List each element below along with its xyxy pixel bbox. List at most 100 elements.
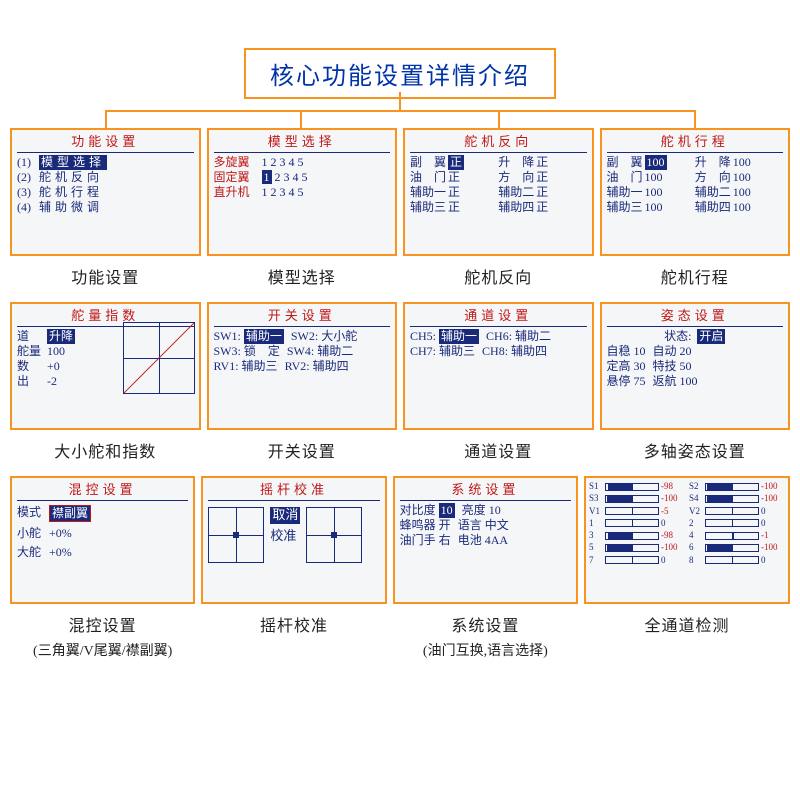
screen-channel[interactable]: 通道设置 CH5:辅助一CH6:辅助二CH7:辅助三CH8:辅助四	[403, 302, 594, 430]
screen-cell-mix: 混控设置 模式襟副翼小舵+0% 大舵+0% 混控设置 (三角翼/V尾翼/襟副翼)	[10, 476, 195, 660]
list-item[interactable]: 辅助三100	[607, 200, 695, 215]
screen-system[interactable]: 系统设置 对比度10亮度10蜂鸣器开语言中文油门手右电池4AA	[393, 476, 578, 604]
list-item[interactable]: 多旋翼1 2 3 4 5	[214, 155, 391, 170]
caption: 全通道检测	[644, 612, 729, 636]
screen-travel[interactable]: 舵机行程 副 翼100油 门100辅助一100辅助三100 升 降100方 向1…	[600, 128, 791, 256]
screen-cell-stick: 摇杆校准 取消校准 摇杆校准	[201, 476, 386, 660]
list-item[interactable]: (1)模型选择	[17, 155, 194, 170]
screen-dr[interactable]: 舵量指数 道升降舵量100数+0出-2	[10, 302, 201, 430]
list-item[interactable]: 升 降100	[695, 155, 783, 170]
bar-label: V1	[589, 506, 603, 517]
list-item[interactable]: CH7:辅助三CH8:辅助四	[410, 344, 587, 359]
screen-attitude[interactable]: 姿态设置 状态: 开启 自稳10自动20定高30特技50悬停75返航100	[600, 302, 791, 430]
list-item[interactable]: RV1:辅助三RV2:辅助四	[214, 359, 391, 374]
row-key: 油门手	[400, 533, 436, 548]
row-key: 数	[17, 359, 47, 374]
list-item[interactable]: 辅助一100	[607, 185, 695, 200]
row-value: 辅助四	[511, 344, 547, 359]
row-label: 方 向	[498, 170, 534, 185]
row-key: 出	[17, 374, 47, 389]
row-key: 大舵	[17, 545, 41, 560]
screen-header: 混控设置	[17, 482, 188, 501]
list-item[interactable]: 油 门100	[607, 170, 695, 185]
row-value: 50	[680, 359, 692, 374]
list-item[interactable]: 辅助四100	[695, 200, 783, 215]
row-label: 辅助四	[498, 200, 534, 215]
row-key: 定高	[607, 359, 631, 374]
screen-stick[interactable]: 摇杆校准 取消校准	[201, 476, 386, 604]
menu-item[interactable]: 校准	[270, 528, 300, 544]
list-item[interactable]: 方 向正	[498, 170, 586, 185]
list-item[interactable]: 固定翼1 2 3 4 5	[214, 170, 391, 185]
bar-track	[605, 483, 659, 491]
list-item[interactable]: 自稳10自动20	[607, 344, 784, 359]
list-item[interactable]: 副 翼正	[410, 155, 498, 170]
row-label: 模型选择	[39, 155, 107, 170]
channel-bar: S2-100	[689, 481, 785, 492]
list-item[interactable]: 升 降正	[498, 155, 586, 170]
screen-monitor[interactable]: S1-98S2-100S3-100S4-100V1-5V2010203-984-…	[584, 476, 790, 604]
list-item[interactable]: 油门手右电池4AA	[400, 533, 571, 548]
menu-item[interactable]: 取消	[270, 507, 300, 523]
list-item[interactable]: 辅助四正	[498, 200, 586, 215]
list-item[interactable]: 直升机1 2 3 4 5	[214, 185, 391, 200]
row-numbers: 1 2 3 4 5	[262, 170, 308, 185]
row-value: 10	[489, 503, 501, 518]
list-item[interactable]: 副 翼100	[607, 155, 695, 170]
list-item[interactable]: 方 向100	[695, 170, 783, 185]
list-item[interactable]: 油 门正	[410, 170, 498, 185]
subcaption: (三角翼/V尾翼/襟副翼)	[33, 640, 172, 660]
list-item[interactable]: (4)辅助微调	[17, 200, 194, 215]
connector-line	[105, 110, 695, 112]
screen-reverse[interactable]: 舵机反向 副 翼正油 门正辅助一正辅助三正 升 降正方 向正辅助二正辅助四正	[403, 128, 594, 256]
screen-model[interactable]: 模型选择 多旋翼1 2 3 4 5固定翼1 2 3 4 5直升机1 2 3 4 …	[207, 128, 398, 256]
bar-value: -100	[661, 493, 685, 504]
row-key: RV2:	[285, 359, 310, 374]
screen-header: 舵机反向	[410, 134, 587, 153]
row-label: 辅助二	[498, 185, 534, 200]
list-item[interactable]: (3)舵机行程	[17, 185, 194, 200]
bar-track	[605, 519, 659, 527]
row-value: 4AA	[485, 533, 508, 548]
row-label: 油 门	[410, 170, 446, 185]
bar-track	[705, 532, 759, 540]
list-item[interactable]: 小舵+0%	[17, 526, 188, 541]
row-value: 100	[733, 170, 751, 185]
list-item[interactable]: 定高30特技50	[607, 359, 784, 374]
state-value[interactable]: 开启	[697, 329, 725, 344]
list-item[interactable]: 悬停75返航100	[607, 374, 784, 389]
list-item[interactable]: 辅助二100	[695, 185, 783, 200]
channel-bar: 3-98	[589, 530, 685, 541]
screen-mix[interactable]: 混控设置 模式襟副翼小舵+0% 大舵+0%	[10, 476, 195, 604]
list-item[interactable]: 蜂鸣器开语言中文	[400, 518, 571, 533]
bar-track	[705, 495, 759, 503]
channel-bar: 6-100	[689, 542, 785, 553]
bar-track	[705, 544, 759, 552]
row-value: 锁 定	[244, 344, 280, 359]
list-item[interactable]: (2)舵机反向	[17, 170, 194, 185]
row-label: 方 向	[695, 170, 731, 185]
row-key: 电池	[458, 533, 482, 548]
list-item[interactable]: 辅助一正	[410, 185, 498, 200]
row-key: 道	[17, 329, 47, 344]
row-key: CH6:	[486, 329, 512, 344]
caption: 混控设置	[69, 612, 137, 636]
connector-line	[694, 110, 696, 128]
row-key: 蜂鸣器	[400, 518, 436, 533]
connector-line	[300, 110, 302, 128]
row-key: 舵量	[17, 344, 47, 359]
list-item[interactable]: SW3:锁 定SW4:辅助二	[214, 344, 391, 359]
row-value: 开	[439, 518, 451, 533]
list-item[interactable]: 模式襟副翼	[17, 505, 188, 522]
row-label: 副 翼	[607, 155, 643, 170]
list-item[interactable]: CH5:辅助一CH6:辅助二	[410, 329, 587, 344]
list-item[interactable]: SW1:辅助一SW2:大小舵	[214, 329, 391, 344]
list-item[interactable]: 对比度10亮度10	[400, 503, 571, 518]
channel-bar: V20	[689, 506, 785, 517]
list-item[interactable]: 辅助二正	[498, 185, 586, 200]
list-item[interactable]: 大舵+0%	[17, 545, 188, 560]
screen-switch[interactable]: 开关设置 SW1:辅助一SW2:大小舵SW3:锁 定SW4:辅助二RV1:辅助三…	[207, 302, 398, 430]
list-item[interactable]: 辅助三正	[410, 200, 498, 215]
screen-func[interactable]: 功能设置 (1)模型选择(2)舵机反向(3)舵机行程(4)辅助微调	[10, 128, 201, 256]
channel-bar: S4-100	[689, 493, 785, 504]
